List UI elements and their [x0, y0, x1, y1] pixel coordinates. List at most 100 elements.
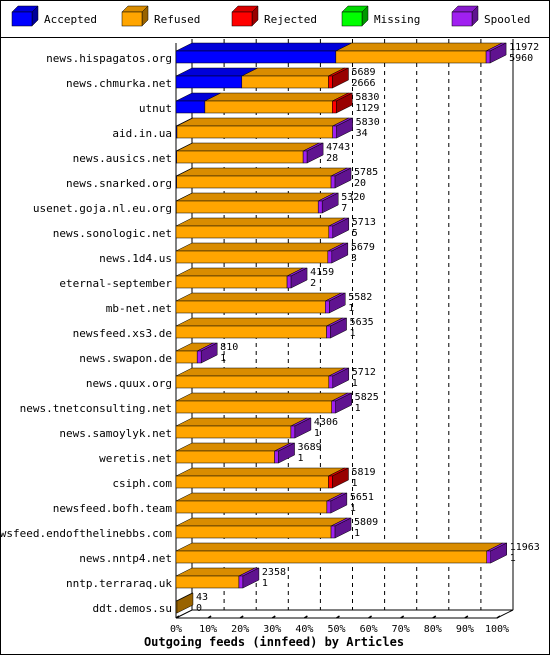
bar-segment — [176, 150, 304, 164]
bar-side — [331, 242, 349, 264]
x-tick-label: 90% — [456, 624, 474, 635]
bar-side — [200, 342, 218, 364]
bar-group — [175, 542, 507, 564]
x-tick-mark — [400, 615, 405, 619]
bar-side — [278, 442, 295, 464]
bar-group — [175, 317, 347, 339]
bar-value-accepted: 1129 — [355, 103, 379, 114]
y-tick-label: news.snarked.org — [66, 177, 172, 190]
bar-top — [241, 67, 345, 77]
bar-segment — [335, 50, 487, 64]
bar-side — [332, 367, 350, 389]
y-tick-label: news.hispagatos.org — [46, 52, 172, 65]
bar-group — [175, 567, 260, 589]
bar-value-accepted: 7 — [341, 203, 347, 214]
bar-side — [321, 192, 339, 214]
bar-side — [336, 117, 353, 139]
legend-swatch — [451, 11, 473, 27]
y-tick-label: news.swapon.de — [79, 352, 172, 365]
bar-value-accepted: 2666 — [351, 78, 375, 89]
bar-group — [175, 217, 350, 239]
legend-item: Missing — [341, 5, 420, 27]
bar-group — [175, 267, 308, 289]
bar-side — [176, 592, 194, 614]
bar-value-accepted: 1 — [354, 528, 360, 539]
bar-top — [175, 417, 308, 427]
x-tick-label: 20% — [231, 624, 249, 635]
bar-cap — [485, 50, 491, 64]
bar-top — [175, 217, 345, 227]
bar-top — [175, 317, 343, 327]
y-tick-label: news.chmurka.net — [66, 77, 172, 90]
bar-side — [334, 167, 352, 189]
bar-value-accepted: 1 — [355, 403, 361, 414]
y-tick-label: csiph.com — [112, 477, 172, 490]
bar-side — [489, 42, 507, 64]
bar-value-accepted: 5960 — [509, 53, 533, 64]
bar-value-accepted: 1 — [298, 453, 304, 464]
bars — [175, 42, 507, 614]
bar-cap — [330, 525, 336, 539]
legend-swatch — [121, 11, 143, 27]
bar-segment — [175, 500, 328, 514]
bar-cap — [327, 250, 333, 264]
bar-value-accepted: 1 — [220, 353, 226, 364]
bar-top — [176, 142, 320, 152]
bar-side — [294, 417, 312, 439]
bar-value-accepted: 1 — [350, 328, 356, 339]
x-tick-mark — [303, 615, 308, 619]
bar-segment — [175, 75, 243, 89]
floor-plane — [175, 609, 514, 619]
x-tick-label: 30% — [263, 624, 281, 635]
y-tick-label: newsfeed.endofthelinebbs.com — [0, 527, 172, 540]
y-tick-label: mb-net.net — [106, 302, 172, 315]
bar-value-offered: 4159 — [310, 267, 334, 278]
bar-segment — [204, 100, 333, 114]
bar-segment — [175, 250, 329, 264]
bar-group — [175, 292, 346, 314]
bar-segment — [175, 50, 337, 64]
bar-side — [332, 67, 349, 89]
legend-label: Refused — [154, 13, 200, 26]
bar-value-offered: 5825 — [355, 392, 379, 403]
bar-value-offered: 5809 — [354, 517, 378, 528]
bar-side — [242, 567, 260, 589]
bar-group — [175, 117, 353, 139]
bar-cap — [302, 150, 308, 164]
legend-swatch — [341, 11, 363, 27]
legend-item: Rejected — [231, 5, 317, 27]
bar-segment — [175, 300, 326, 314]
bar-value-offered: 5712 — [352, 367, 376, 378]
bar-cap — [326, 325, 331, 339]
bar-value-offered: 5635 — [350, 317, 374, 328]
x-tick-mark — [207, 615, 212, 619]
legend-item: Spooled — [451, 5, 530, 27]
bar-cap — [290, 425, 296, 439]
bar-group — [175, 417, 312, 439]
bar-cap — [328, 75, 333, 89]
bar-top — [176, 167, 348, 177]
bar-value-offered: 5830 — [356, 117, 380, 128]
bar-side — [332, 217, 350, 239]
bar-top — [175, 42, 352, 52]
bar-group — [175, 192, 339, 214]
bar-group — [175, 167, 352, 189]
bar-cap — [486, 550, 491, 564]
y-tick-label: newsfeed.xs3.de — [73, 327, 172, 340]
bar-value-offered: 5679 — [351, 242, 375, 253]
bar-value-offered: 5320 — [341, 192, 365, 203]
bar-cap — [326, 500, 332, 514]
bar-value-accepted: 1 — [351, 478, 357, 489]
bar-segment — [176, 175, 332, 189]
bar-value-accepted: 1 — [510, 553, 516, 564]
bar-value-offered: 5582 — [348, 292, 372, 303]
bar-top — [204, 92, 349, 102]
y-tick-label: news.samoylyk.net — [59, 427, 172, 440]
bar-cap — [328, 225, 334, 239]
x-tick-mark — [496, 615, 501, 619]
bar-value-offered: 2358 — [262, 567, 286, 578]
y-tick-label: news.quux.org — [86, 377, 172, 390]
y-tick-label: news.1d4.us — [99, 252, 172, 265]
legend-label: Rejected — [264, 13, 317, 26]
x-axis-title: Outgoing feeds (innfeed) by Articles — [144, 635, 404, 649]
